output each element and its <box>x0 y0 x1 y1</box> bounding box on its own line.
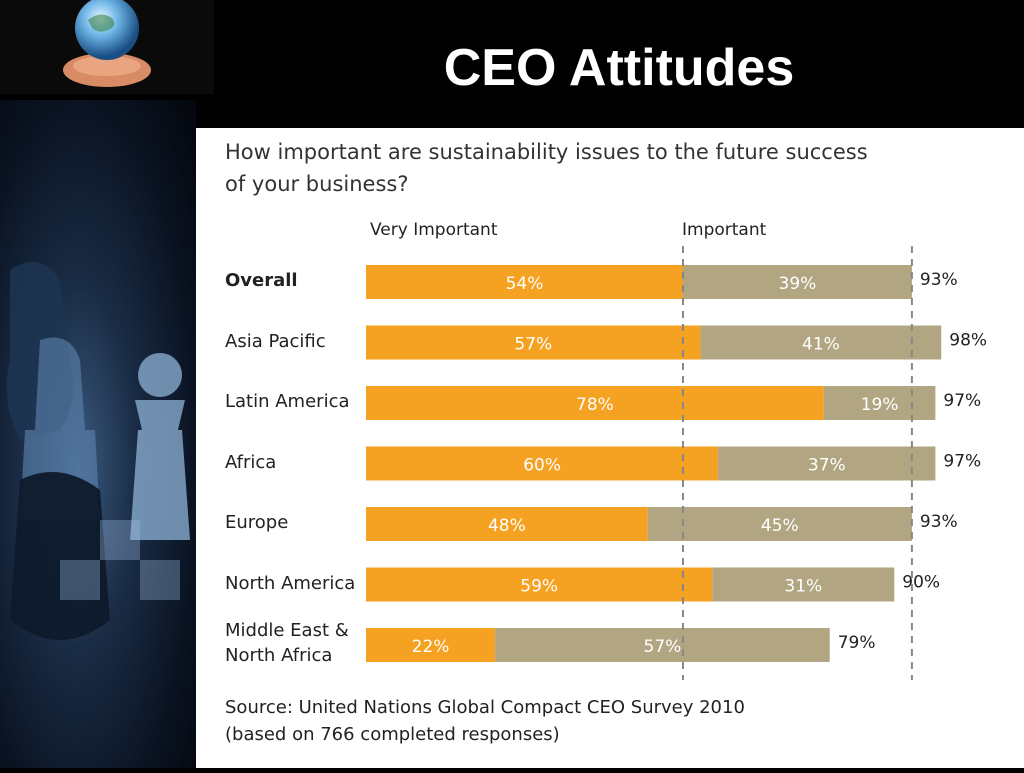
bar-very-important <box>366 325 701 360</box>
category-label-line: North America <box>225 572 356 594</box>
category-label-line: Asia Pacific <box>225 330 326 352</box>
bar-very-important <box>366 567 713 602</box>
data-label-important: 19% <box>861 395 899 415</box>
source-note: Source: United Nations Global Compact CE… <box>225 694 845 748</box>
category-label-line: Africa <box>225 451 277 473</box>
category-label: Asia Pacific <box>225 329 365 354</box>
data-label-very-important: 78% <box>576 395 614 415</box>
bar-important <box>712 567 895 602</box>
chart-panel: How important are sustainability issues … <box>196 128 1024 768</box>
chess-pieces-illustration <box>6 262 190 640</box>
data-label-important: 39% <box>779 274 817 294</box>
bar-important <box>495 628 830 662</box>
category-label-line: North Africa <box>225 645 333 666</box>
bar-very-important <box>366 446 719 481</box>
data-label-total: 97% <box>943 391 981 411</box>
bar-important <box>682 265 912 299</box>
category-label: North America <box>225 571 365 596</box>
bar-important <box>700 325 942 360</box>
bar-very-important <box>366 265 683 299</box>
data-label-very-important: 57% <box>514 335 552 355</box>
bar-very-important <box>366 507 648 541</box>
data-label-important: 41% <box>802 335 840 355</box>
category-label: Africa <box>225 450 365 475</box>
category-label-line: Latin America <box>225 391 350 412</box>
category-label-line: Overall <box>225 270 298 291</box>
category-label-line: Europe <box>225 512 289 533</box>
question-line-2: of your business? <box>225 172 409 196</box>
bar-very-important <box>366 386 824 420</box>
bar-important <box>823 386 936 420</box>
data-label-very-important: 22% <box>412 637 450 657</box>
bar-important <box>718 446 936 481</box>
data-label-total: 97% <box>943 452 981 472</box>
slide-title: CEO Attitudes <box>443 39 795 97</box>
source-line-2: (based on 766 completed responses) <box>225 724 560 745</box>
legend-important: Important <box>682 220 767 240</box>
logo-area <box>0 0 214 94</box>
data-label-important: 57% <box>644 637 682 657</box>
survey-question: How important are sustainability issues … <box>225 136 885 200</box>
data-label-very-important: 54% <box>506 274 544 294</box>
category-label: Middle East & North Africa <box>225 618 365 668</box>
data-label-very-important: 60% <box>523 456 561 476</box>
category-label: Overall <box>225 268 365 293</box>
data-label-important: 37% <box>808 456 846 476</box>
data-label-very-important: 48% <box>488 516 526 536</box>
data-label-total: 79% <box>838 633 876 653</box>
question-line-1: How important are sustainability issues … <box>225 140 868 164</box>
category-label: Europe <box>225 510 365 535</box>
category-label-line: Middle East & <box>225 620 349 641</box>
data-label-total: 90% <box>902 573 940 593</box>
data-label-total: 98% <box>949 331 987 351</box>
chess-background-image <box>0 100 196 768</box>
data-label-total: 93% <box>920 270 958 290</box>
data-label-very-important: 59% <box>520 577 558 597</box>
stacked-bar-chart: 54% 39% 93% 57% 41% 98% 78% 19% 97% 60% 37% 97% 48% 4… <box>366 246 987 680</box>
data-label-total: 93% <box>920 512 958 532</box>
source-line-1: Source: United Nations Global Compact CE… <box>225 697 745 718</box>
globe-in-hands-logo <box>63 0 151 87</box>
category-label: Latin America <box>225 389 365 414</box>
data-label-important: 31% <box>784 577 822 597</box>
legend-very-important: Very Important <box>370 220 498 240</box>
data-label-important: 45% <box>761 516 799 536</box>
bar-very-important <box>366 628 496 662</box>
bar-important <box>647 507 912 541</box>
